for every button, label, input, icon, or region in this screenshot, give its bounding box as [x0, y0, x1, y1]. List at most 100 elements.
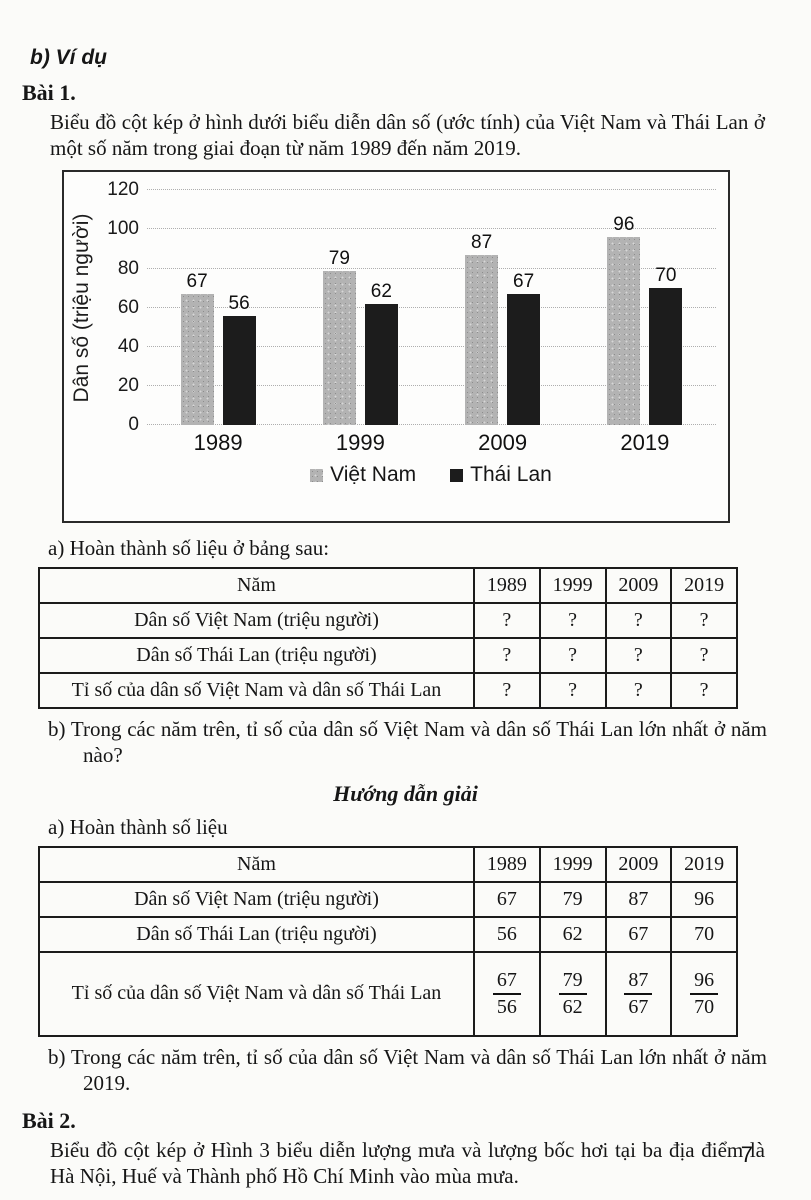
- bar-value-vietnam-2009: 87: [471, 231, 493, 253]
- solution-table-header-2009: 2009: [604, 845, 673, 883]
- cell: 87: [604, 880, 673, 918]
- gridline: [147, 228, 716, 230]
- chart-y-axis-label-cell: Dân số (triệu người): [64, 190, 100, 425]
- cell: ?: [604, 602, 673, 640]
- population-bar-chart: Dân số (triệu người) 120 100 80 60 40 20…: [62, 170, 730, 524]
- question-table-header-2009: 2009: [604, 567, 673, 605]
- cell-fraction: 79 62: [538, 950, 607, 1037]
- bar-col: 79: [322, 190, 356, 426]
- question-table: Năm 1989 1999 2009 2019 Dân số Việt Nam …: [38, 567, 738, 710]
- bar-group-2019: 96 70: [574, 190, 716, 426]
- cell: 70: [670, 915, 738, 953]
- fraction-2009: 87 67: [624, 969, 653, 1018]
- cell: 67: [604, 915, 673, 953]
- gridline: [147, 385, 716, 387]
- gridline: [147, 267, 716, 269]
- x-tick-1999: 1999: [335, 430, 385, 456]
- bar-col: 87: [465, 190, 499, 426]
- bar-value-thailan-1989: 56: [228, 292, 250, 314]
- legend-item-thailan: Thái Lan: [450, 463, 552, 487]
- question-table-header-nam: Năm: [38, 567, 475, 605]
- row-label-thailan: Dân số Thái Lan (triệu người): [38, 915, 475, 953]
- legend-label-thailan: Thái Lan: [470, 463, 552, 487]
- row-label-vietnam: Dân số Việt Nam (triệu người): [38, 880, 475, 918]
- cell: ?: [473, 637, 541, 675]
- y-tick-40: 40: [117, 335, 139, 357]
- question-table-header-1999: 1999: [538, 567, 607, 605]
- solution-a-text: a) Hoàn thành số liệu: [48, 814, 228, 839]
- cell: 79: [538, 880, 607, 918]
- solution-table-header-nam: Năm: [38, 845, 475, 883]
- row-label-vietnam: Dân số Việt Nam (triệu người): [38, 602, 475, 640]
- cell-fraction: 87 67: [604, 950, 673, 1037]
- cell: ?: [473, 602, 541, 640]
- bar-col: 96: [607, 190, 641, 426]
- cell: ?: [538, 672, 607, 710]
- cell: ?: [670, 672, 738, 710]
- cell: 56: [473, 915, 541, 953]
- bar-group-1999: 79 62: [289, 190, 431, 426]
- gridline: [147, 306, 716, 308]
- exercise-2-heading: Bài 2.: [22, 1108, 76, 1134]
- cell: ?: [538, 602, 607, 640]
- chart-x-axis: 1989 1999 2009 2019: [147, 430, 716, 456]
- x-tick-2009: 2009: [478, 430, 528, 456]
- cell: 62: [538, 915, 607, 953]
- bar-vietnam-2019: [607, 237, 641, 426]
- exercise-1-heading: Bài 1.: [22, 80, 76, 105]
- table-row: Dân số Việt Nam (triệu người) ? ? ? ?: [38, 602, 738, 640]
- fraction-1999: 79 62: [558, 969, 587, 1018]
- bar-thailan-2009: [507, 294, 541, 426]
- chart-plot-region: Dân số (triệu người) 120 100 80 60 40 20…: [64, 172, 728, 435]
- bar-value-thailan-2019: 70: [655, 265, 677, 287]
- bar-col: 62: [364, 190, 398, 426]
- cell: ?: [670, 602, 738, 640]
- chart-y-axis-label: Dân số (triệu người): [70, 213, 93, 403]
- cell: ?: [604, 637, 673, 675]
- gridline: [147, 345, 716, 347]
- cell: ?: [538, 637, 607, 675]
- y-tick-80: 80: [117, 257, 139, 279]
- table-row: Năm 1989 1999 2009 2019: [38, 845, 738, 883]
- solution-table-header-1999: 1999: [538, 845, 607, 883]
- y-tick-20: 20: [117, 375, 139, 397]
- bar-value-thailan-1999: 62: [370, 280, 392, 302]
- bar-thailan-1999: [364, 303, 398, 426]
- y-tick-120: 120: [107, 179, 139, 201]
- section-heading-example: b) Ví dụ: [30, 46, 107, 69]
- row-label-ratio: Tỉ số của dân số Việt Nam và dân số Thái…: [38, 672, 475, 710]
- table-row: Tỉ số của dân số Việt Nam và dân số Thái…: [38, 672, 738, 710]
- question-table-header-2019: 2019: [670, 567, 738, 605]
- cell: ?: [670, 637, 738, 675]
- exercise-1-intro: Biểu đồ cột kép ở hình dưới biểu diễn dâ…: [50, 110, 765, 160]
- bar-value-vietnam-1989: 67: [186, 271, 208, 293]
- bar-col: 70: [649, 190, 683, 426]
- legend-swatch-vietnam-icon: [310, 468, 324, 482]
- legend-label-vietnam: Việt Nam: [330, 463, 417, 487]
- page-number: 7: [740, 1142, 753, 1167]
- bar-col: 56: [222, 190, 256, 426]
- cell: 96: [670, 880, 738, 918]
- cell-fraction: 67 56: [473, 950, 541, 1037]
- bar-vietnam-2009: [465, 254, 499, 426]
- bar-vietnam-1989: [180, 294, 214, 426]
- table-row: Dân số Việt Nam (triệu người) 67 79 87 9…: [38, 880, 738, 918]
- x-tick-2019: 2019: [620, 430, 670, 456]
- cell-fraction: 96 70: [670, 950, 738, 1037]
- y-tick-0: 0: [128, 414, 139, 436]
- solution-table: Năm 1989 1999 2009 2019 Dân số Việt Nam …: [38, 845, 738, 1037]
- x-tick-1989: 1989: [193, 430, 243, 456]
- table-row: Dân số Thái Lan (triệu người) 56 62 67 7…: [38, 915, 738, 953]
- table-row: Năm 1989 1999 2009 2019: [38, 567, 738, 605]
- y-tick-60: 60: [117, 296, 139, 318]
- bar-col: 67: [180, 190, 214, 426]
- chart-plot-area: 67 56 79 62: [147, 189, 716, 426]
- cell: ?: [473, 672, 541, 710]
- exercise-2-intro: Biểu đồ cột kép ở Hình 3 biểu diễn lượng…: [50, 1138, 765, 1188]
- cell: ?: [604, 672, 673, 710]
- bar-col: 67: [507, 190, 541, 426]
- bar-group-2009: 87 67: [432, 190, 574, 426]
- y-tick-100: 100: [107, 218, 139, 240]
- gridline: [147, 424, 716, 426]
- question-b-text: b) Trong các năm trên, tỉ số của dân số …: [48, 717, 767, 768]
